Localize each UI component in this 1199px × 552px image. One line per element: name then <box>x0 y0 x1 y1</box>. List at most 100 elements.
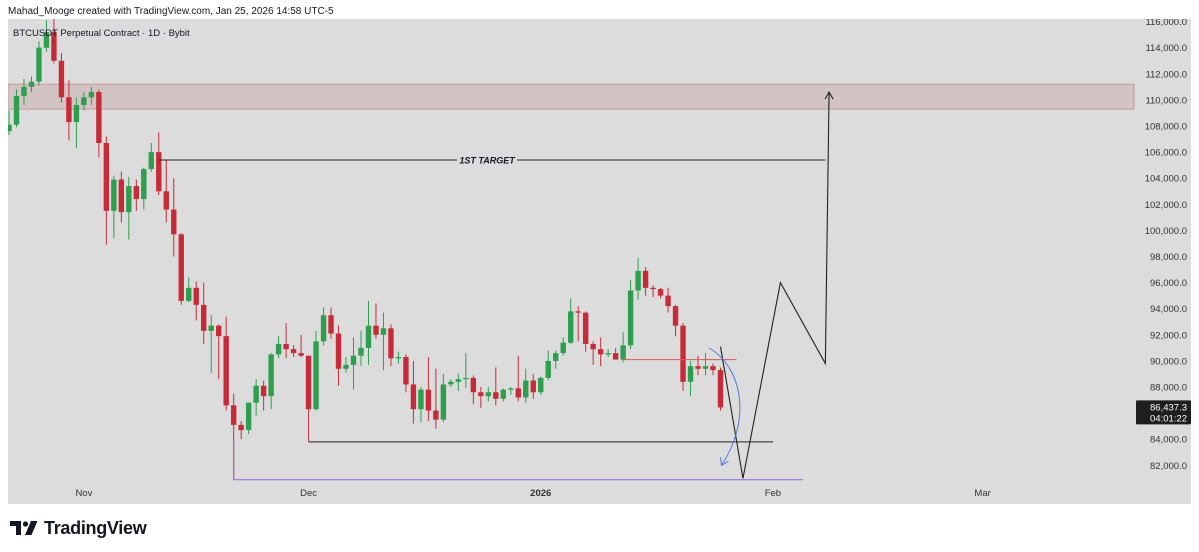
candle-body <box>612 353 619 360</box>
candle-2025-10-24 <box>21 79 27 106</box>
candle-2026-01-05 <box>568 298 574 344</box>
candle-body <box>702 366 709 369</box>
price-tick-label: 96,000.0 <box>1150 278 1187 289</box>
candle-2025-11-27 <box>275 336 282 359</box>
candle-2026-01-02 <box>545 350 551 381</box>
attribution-text: Mahad_Mooge created with TradingView.com… <box>8 6 334 17</box>
candle-2025-11-15 <box>186 277 192 303</box>
candle-body <box>260 385 267 397</box>
candle-body <box>418 389 424 410</box>
candle-2025-12-21 <box>455 373 462 391</box>
price-tick-label: 104,000.0 <box>1145 174 1187 185</box>
candle-body <box>590 343 596 350</box>
candle-2025-10-27 <box>43 20 50 52</box>
candle-body <box>657 289 664 296</box>
candle-2025-12-03 <box>320 307 327 346</box>
resistance-zone <box>7 83 1135 110</box>
candle-body <box>253 385 259 403</box>
candle-2025-12-07 <box>350 337 357 390</box>
blue-arrowhead <box>719 457 729 467</box>
candle-body <box>380 328 387 335</box>
candle-body <box>96 92 102 143</box>
candle-body <box>538 377 544 393</box>
candle-2025-12-22 <box>463 353 469 389</box>
candle-2025-12-27 <box>500 388 506 402</box>
price-tick-label: 102,000.0 <box>1145 200 1187 211</box>
candle-body <box>88 92 95 98</box>
symbol-title: BTCUSDT Perpetual Contract · 1D · Bybit <box>13 28 190 39</box>
candle-2025-11-28 <box>283 323 289 359</box>
candle-body <box>268 354 274 397</box>
candle-2025-11-26 <box>268 353 274 410</box>
candle-body <box>36 47 42 82</box>
candle-body <box>21 86 27 96</box>
candle-2026-01-21 <box>687 360 694 397</box>
candle-2026-01-18 <box>665 287 671 313</box>
candle-body <box>208 325 214 331</box>
candle-2026-01-12 <box>620 332 626 363</box>
price-tick-label: 82,000.0 <box>1150 461 1187 472</box>
candle-body <box>665 295 671 307</box>
candle-2026-01-24 <box>710 363 716 376</box>
candle-2025-12-16 <box>418 387 424 423</box>
time-tick-label: 2026 <box>530 488 551 499</box>
candle-body <box>156 152 162 192</box>
candle-body <box>582 312 589 344</box>
candle-2026-01-06 <box>575 306 581 342</box>
time-axis[interactable]: Nov Dec 2026 Feb Mar <box>75 488 990 499</box>
candle-2026-01-15 <box>642 266 649 296</box>
time-tick-label: Nov <box>75 488 92 499</box>
price-tick-label: 106,000.0 <box>1145 148 1187 159</box>
candle-2025-12-25 <box>485 387 492 402</box>
candle-body <box>28 81 35 87</box>
candle-2025-12-31 <box>530 373 536 399</box>
candle-2026-01-22 <box>695 355 701 376</box>
candle-2025-11-07 <box>126 176 132 240</box>
candle-body <box>343 364 349 369</box>
candlestick-chart[interactable]: 1ST TARGET 82,000.084,000.086,000.088,00… <box>6 17 1191 504</box>
candle-body <box>403 357 409 385</box>
candle-2025-11-14 <box>178 233 184 305</box>
candle-2025-10-25 <box>28 76 35 93</box>
candles-layer <box>6 19 724 480</box>
candle-2026-01-04 <box>560 337 566 356</box>
time-tick-label: Dec <box>300 488 317 499</box>
candle-2025-12-23 <box>470 375 477 404</box>
candle-body <box>395 357 402 359</box>
candle-body <box>223 336 229 406</box>
tradingview-logo[interactable]: TradingView <box>10 516 147 540</box>
candle-2026-01-14 <box>635 257 641 300</box>
candle-body <box>283 343 289 350</box>
candle-2025-11-10 <box>148 142 154 172</box>
candle-body <box>118 179 125 213</box>
candle-body <box>687 366 694 382</box>
candle-2025-11-30 <box>298 334 304 358</box>
price-tick-label: 114,000.0 <box>1145 43 1187 54</box>
candle-body <box>193 287 199 305</box>
candle-body <box>635 270 641 291</box>
candle-body <box>163 191 169 210</box>
candle-body <box>493 392 499 399</box>
candle-2025-12-20 <box>448 379 454 388</box>
candle-body <box>148 152 154 170</box>
blue-curved-arrow <box>708 347 741 466</box>
candle-body <box>523 380 529 398</box>
candle-2025-10-22 <box>6 110 12 136</box>
candle-2025-11-19 <box>216 324 222 380</box>
candle-2025-12-18 <box>433 368 439 429</box>
candle-2026-01-23 <box>702 353 709 376</box>
last-price-label-bg <box>1136 400 1191 425</box>
candle-2025-12-11 <box>380 312 387 371</box>
candle-2025-10-31 <box>73 97 80 149</box>
candle-2025-11-05 <box>111 175 117 239</box>
candle-2025-11-06 <box>118 171 125 223</box>
price-axis[interactable]: 82,000.084,000.086,000.088,000.090,000.0… <box>1136 17 1191 472</box>
price-tick-label: 108,000.0 <box>1145 122 1187 133</box>
candle-2026-01-03 <box>553 350 559 369</box>
candle-body <box>111 179 117 211</box>
candle-2025-11-18 <box>208 315 214 373</box>
candle-body <box>133 186 140 200</box>
candle-2026-01-25 <box>717 367 724 411</box>
candle-2025-12-29 <box>515 355 521 402</box>
